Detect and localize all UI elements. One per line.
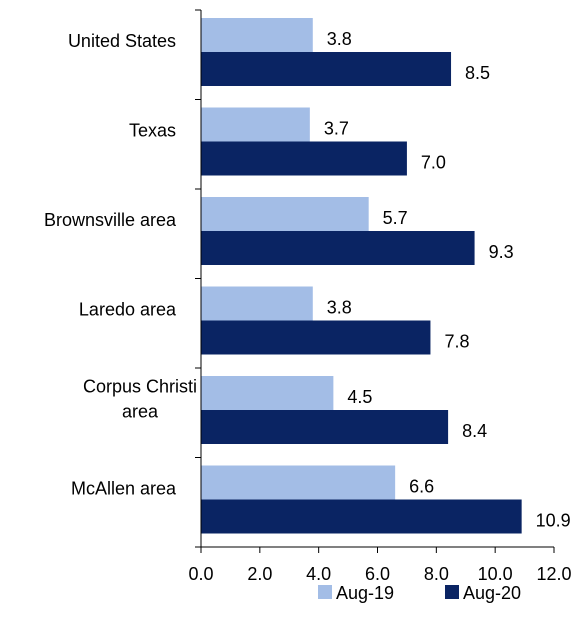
bar-aug-20-5 [201,499,522,534]
x-tick-label-1: 2.0 [247,564,272,584]
bar-aug-19-1 [201,107,310,142]
legend-label-aug-20: Aug-20 [463,583,521,603]
axes-layer: 0.0 2.0 4.0 6.0 8.0 10.0 12.0 [188,9,572,584]
bar-aug-19-2 [201,197,369,231]
bar-aug-20-1 [201,141,407,176]
data-label-aug-19-4: 4.5 [347,387,372,407]
data-label-aug-20-5: 10.9 [536,511,571,531]
category-label-5: McAllen area [71,479,177,499]
bar-aug-20-2 [201,231,475,265]
x-tick-label-0: 0.0 [188,564,213,584]
bar-aug-19-5 [201,465,396,500]
legend: Aug-19 Aug-20 [318,583,521,603]
bar-aug-20-3 [201,320,431,355]
data-label-aug-20-0: 8.5 [465,63,490,83]
legend-swatch-aug-19 [318,585,332,599]
legend-swatch-aug-20 [445,585,459,599]
x-tick-label-6: 12.0 [536,564,571,584]
x-tick-label-5: 10.0 [478,564,513,584]
data-label-aug-20-3: 7.8 [444,332,469,352]
data-label-aug-20-2: 9.3 [489,242,514,262]
x-tick-label-4: 8.0 [424,564,449,584]
data-label-aug-20-4: 8.4 [462,421,487,441]
category-labels-layer: United States Texas Brownsville area Laredo… [44,31,197,499]
bar-aug-20-0 [201,52,452,86]
data-label-aug-20-1: 7.0 [421,153,446,173]
data-label-aug-19-3: 3.8 [327,298,352,318]
category-label-2: Brownsville area [44,210,177,230]
bar-aug-20-4 [201,410,449,444]
legend-label-aug-19: Aug-19 [336,583,394,603]
category-label-0: United States [68,31,176,51]
bar-aug-19-0 [201,18,313,52]
value-labels-layer: 3.8 8.5 3.7 7.0 5.7 9.3 3.8 7.8 4.5 8.4 6.6 10.9 [324,29,571,531]
x-tick-label-3: 6.0 [365,564,390,584]
data-label-aug-19-2: 5.7 [383,208,408,228]
bar-aug-19-3 [201,286,313,321]
bar-aug-19-4 [201,376,334,410]
bars-layer [201,18,522,534]
category-label-3: Laredo area [79,300,177,320]
category-label-1: Texas [129,121,176,141]
data-label-aug-19-5: 6.6 [409,477,434,497]
category-label-4: Corpus Christi area [83,377,197,422]
data-label-aug-19-1: 3.7 [324,119,349,139]
data-label-aug-19-0: 3.8 [327,29,352,49]
x-tick-label-2: 4.0 [306,564,331,584]
